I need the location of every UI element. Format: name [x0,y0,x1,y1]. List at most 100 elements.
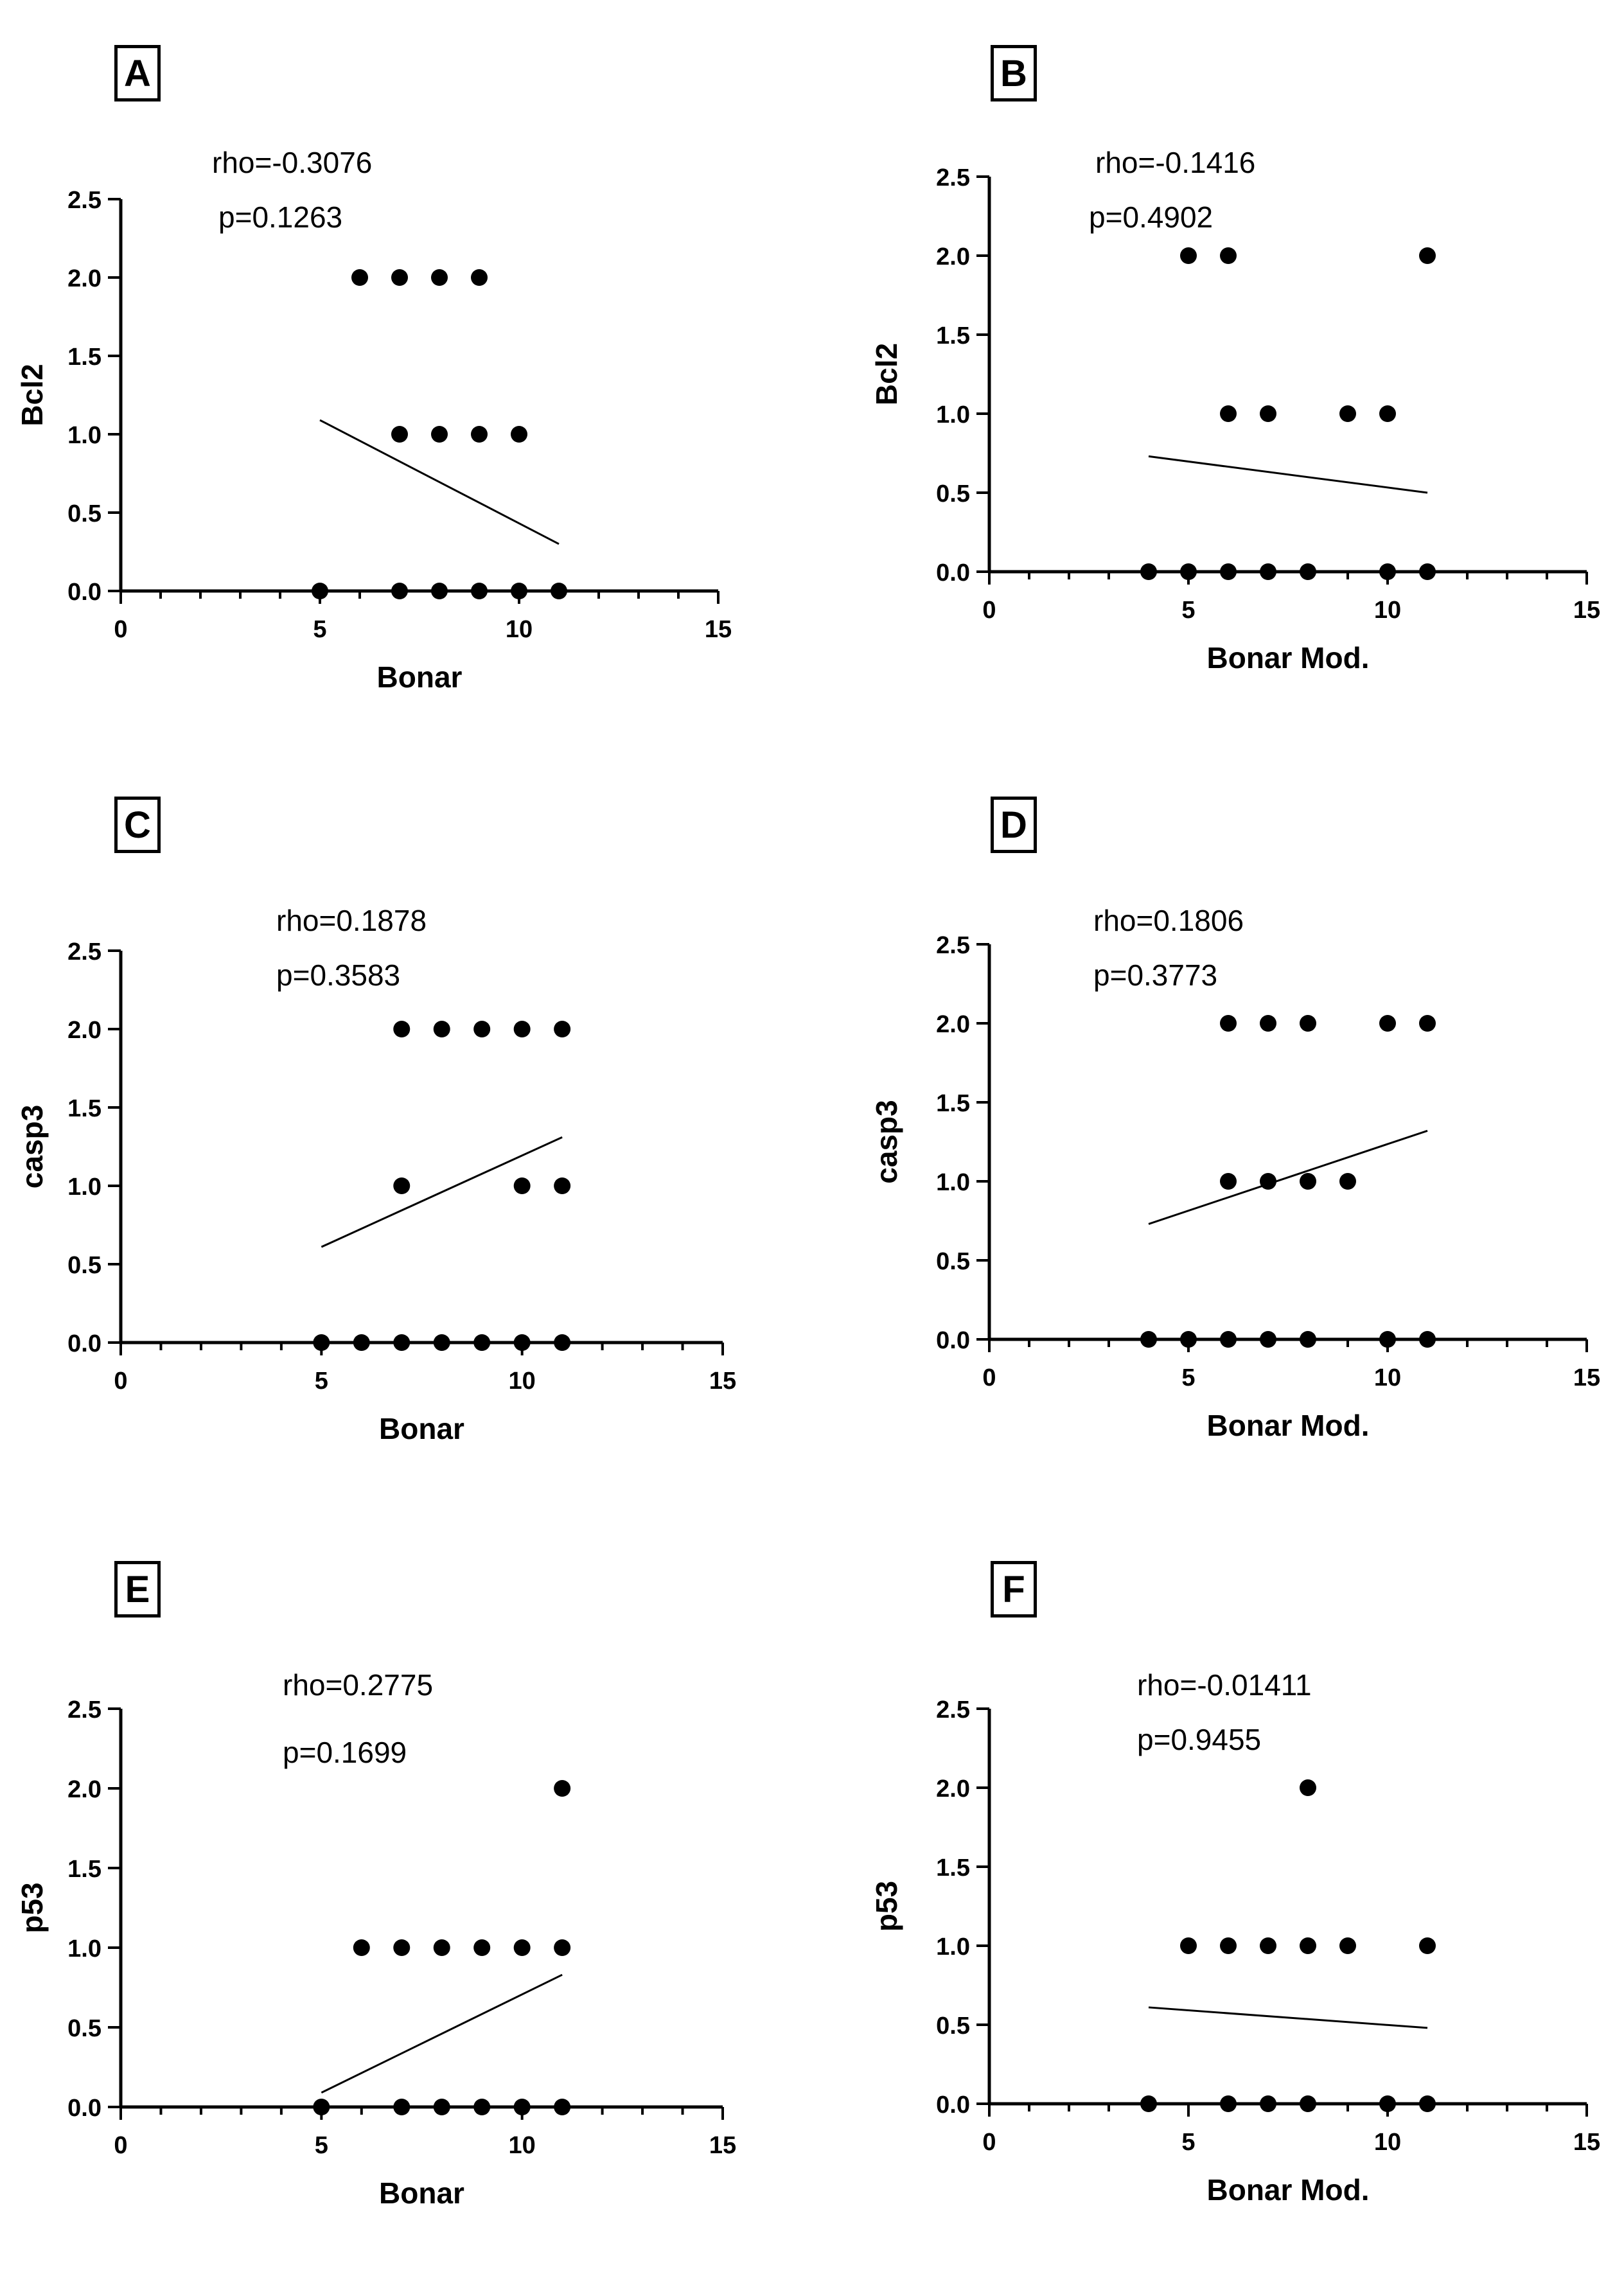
data-point [393,1939,410,1956]
y-tick-label: 1.0 [936,401,970,428]
x-tick-label: 5 [313,616,326,643]
data-point [1300,563,1316,580]
data-point [1300,1015,1316,1032]
data-point [1300,1173,1316,1190]
data-point [313,1334,330,1351]
data-point [473,1939,491,1956]
scatter-plot: 0 5 10 15 0.0 0.5 1.0 1.5 2.0 2.5 Bonar casp3 [15,939,736,1445]
data-point [1419,1015,1436,1032]
y-tick-label: 1.0 [936,1169,970,1196]
data-point [353,1939,370,1956]
p-value-annotation: p=0.3773 [1093,958,1218,992]
scatter-plot: 0 5 10 15 0.0 0.5 1.0 1.5 2.0 2.5 Bonar Mod. casp3 [870,932,1600,1442]
x-tick-label: 15 [1573,2129,1600,2156]
data-point [393,1334,410,1351]
data-point [513,1021,531,1037]
data-point [433,2099,450,2115]
data-point [554,1334,571,1351]
x-tick-label: 15 [709,1368,736,1395]
regression-line [1148,1129,1428,1225]
y-tick-label: 2.0 [67,1776,102,1803]
y-tick-label: 2.0 [936,1011,970,1038]
p-value-annotation: p=0.9455 [1137,1723,1262,1756]
data-point [431,426,448,443]
panel-letter: D [991,797,1037,853]
y-axis-label: Bcl2 [15,364,49,426]
data-point [1220,405,1237,422]
data-point [511,426,527,443]
data-point [1419,2095,1436,2112]
y-tick-label: 0.5 [67,500,102,527]
data-point [1220,1173,1237,1190]
y-tick-label: 1.5 [67,344,102,371]
y-tick-label: 0.0 [936,1327,970,1354]
y-tick-label: 0.0 [67,2095,102,2122]
data-point [1260,1331,1276,1348]
data-point [513,1939,531,1956]
panel-letter: F [991,1561,1037,1617]
x-tick-label: 15 [709,2132,736,2159]
x-tick-label: 5 [315,2132,328,2159]
data-point [513,2099,531,2115]
p-value-annotation: p=0.1699 [283,1736,407,1769]
data-point [393,1021,410,1037]
x-tick-label: 10 [1374,597,1401,624]
y-axis-label: casp3 [15,1105,49,1188]
panel-letter: E [114,1561,161,1617]
x-tick-label: 5 [315,1368,328,1395]
data-point [1140,1331,1157,1348]
y-axis-label: Bcl2 [870,343,903,405]
y-axis-label: p53 [15,1882,49,1933]
data-point [1220,2095,1237,2112]
p-value-annotation: p=0.1263 [218,200,343,234]
y-tick-label: 1.5 [936,1855,970,1882]
y-tick-label: 2.5 [67,187,102,214]
rho-annotation: rho=-0.3076 [212,146,373,179]
data-point [513,1177,531,1194]
data-point [351,269,368,286]
scatter-plot: 0 5 10 15 0.0 0.5 1.0 1.5 2.0 2.5 Bonar Mod. p53 [870,1697,1600,2207]
panel-f: F rho=-0.01411 p=0.9455 0 5 10 15 0.0 0.5 1.0 1… [854,1542,1624,2274]
x-axis-label: Bonar [379,1412,464,1445]
data-point [1300,1331,1316,1348]
scatter-plot: 0 5 10 15 0.0 0.5 1.0 1.5 2.0 2.5 Bonar p53 [15,1697,736,2210]
data-point [433,1939,450,1956]
data-point [1220,1015,1237,1032]
data-point [1379,2095,1396,2112]
data-point [1180,247,1197,264]
data-point [1260,1015,1276,1032]
data-point [1379,563,1396,580]
rho-annotation: rho=-0.01411 [1137,1668,1312,1702]
y-tick-label: 1.5 [67,1856,102,1883]
data-point [1419,1331,1436,1348]
x-tick-label: 10 [1374,2129,1401,2156]
x-tick-label: 10 [509,2132,536,2159]
data-point [431,269,448,286]
panel-d: D rho=0.1806 p=0.3773 0 5 10 15 0.0 0.5 1.0 1.5… [854,777,1624,1510]
x-tick-label: 0 [114,1368,127,1395]
x-tick-label: 0 [982,1364,996,1391]
x-axis-label: Bonar Mod. [1207,1409,1370,1442]
y-tick-label: 1.0 [67,1935,102,1962]
data-point [554,2099,571,2115]
data-point [473,2099,491,2115]
data-point [312,583,328,599]
x-tick-label: 10 [509,1368,536,1395]
x-tick-label: 0 [982,2129,996,2156]
data-point [1180,563,1197,580]
data-point [511,583,527,599]
data-point [1220,1331,1237,1348]
y-tick-label: 1.0 [67,1174,102,1201]
y-tick-label: 2.5 [936,1697,970,1723]
x-tick-label: 10 [1374,1364,1401,1391]
data-point [473,1334,491,1351]
data-point [554,1780,571,1797]
y-tick-label: 1.5 [67,1095,102,1122]
data-point [1419,247,1436,264]
rho-annotation: rho=0.1806 [1093,904,1244,937]
scatter-plot: 0 5 10 15 0.0 0.5 1.0 1.5 2.0 2.5 Bonar Bcl2 [15,187,732,694]
panel-b: B rho=-0.1416 p=0.4902 0 5 10 15 0.0 0.5 1.0 1.… [854,19,1624,752]
y-tick-label: 2.0 [936,243,970,270]
data-point [1419,1937,1436,1954]
x-axis-label: Bonar Mod. [1207,2173,1370,2207]
